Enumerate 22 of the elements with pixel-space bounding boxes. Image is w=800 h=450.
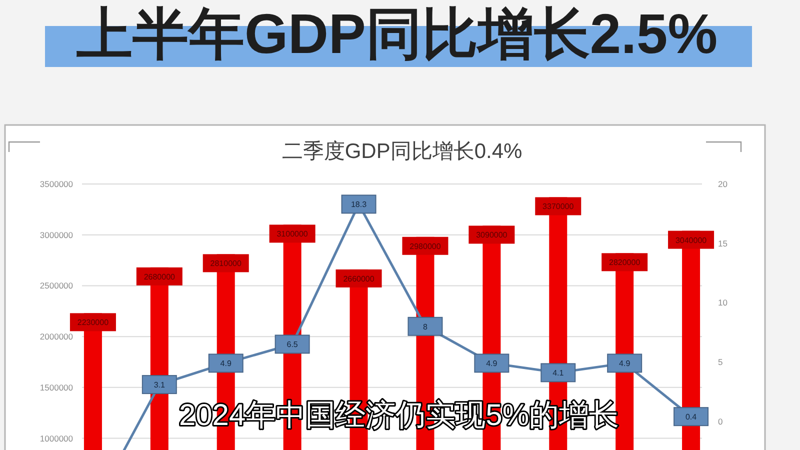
y2-tick-label: 5	[718, 357, 723, 367]
data-label: 3090000	[476, 230, 508, 240]
y-tick-label: 2000000	[40, 332, 74, 342]
data-label: 2810000	[210, 259, 242, 268]
data-label: 2660000	[343, 274, 375, 284]
y2-tick-label: 15	[718, 238, 728, 248]
data-label: 3370000	[542, 202, 574, 212]
y2-tick-label: 0	[718, 416, 723, 426]
data-label: 3100000	[276, 230, 308, 239]
y-tick-label: 3000000	[40, 230, 74, 240]
data-label: 3040000	[675, 236, 708, 245]
y2-tick-label: 10	[718, 298, 728, 308]
data-label: 2230000	[77, 318, 110, 328]
y-tick-label: 3500000	[40, 179, 74, 189]
y-tick-label: 2500000	[40, 280, 74, 291]
data-label: 2820000	[609, 258, 641, 268]
y-tick-label: 1000000	[40, 433, 74, 444]
data-label: 2980000	[410, 242, 442, 251]
y2-tick-label: 20	[718, 179, 728, 189]
chart-subtitle: 二季度GDP同比增长0.4%	[282, 140, 522, 163]
data-label: 2680000	[144, 272, 176, 282]
y-tick-label: 1500000	[40, 382, 74, 392]
